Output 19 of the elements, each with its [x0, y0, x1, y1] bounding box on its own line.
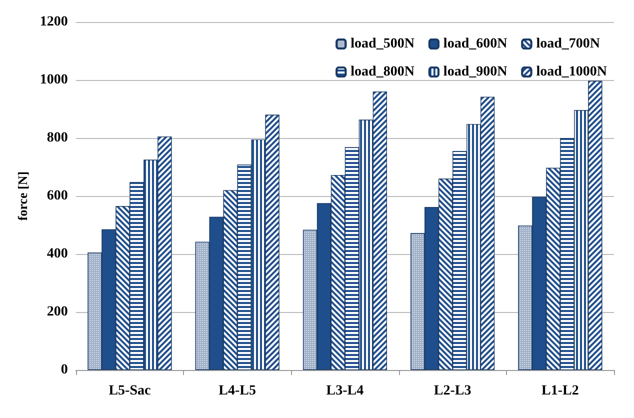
y-tick-label: 200	[46, 304, 68, 320]
legend-label: load_500N	[350, 36, 414, 52]
legend-label: load_900N	[443, 64, 508, 80]
legend-label: load_600N	[443, 36, 508, 52]
x-tick-label: L4-L5	[218, 384, 256, 398]
y-tick-label: 800	[46, 130, 68, 146]
y-tick-label: 1200	[40, 14, 68, 30]
y-axis-title: force [N]	[15, 171, 30, 221]
y-tick-label: 1000	[40, 72, 68, 88]
legend-label: load_1000N	[536, 64, 608, 80]
x-tick-label: L1-L2	[542, 384, 579, 398]
x-tick-label: L5-Sac	[108, 384, 151, 398]
x-tick-label: L2-L3	[434, 384, 472, 398]
legend-label: load_800N	[350, 64, 414, 80]
y-tick-label: 400	[46, 246, 68, 262]
y-tick-label: 600	[46, 188, 68, 204]
y-tick-label: 0	[60, 362, 68, 378]
legend-label: load_700N	[536, 36, 600, 52]
x-tick-label: L3-L4	[326, 384, 364, 398]
